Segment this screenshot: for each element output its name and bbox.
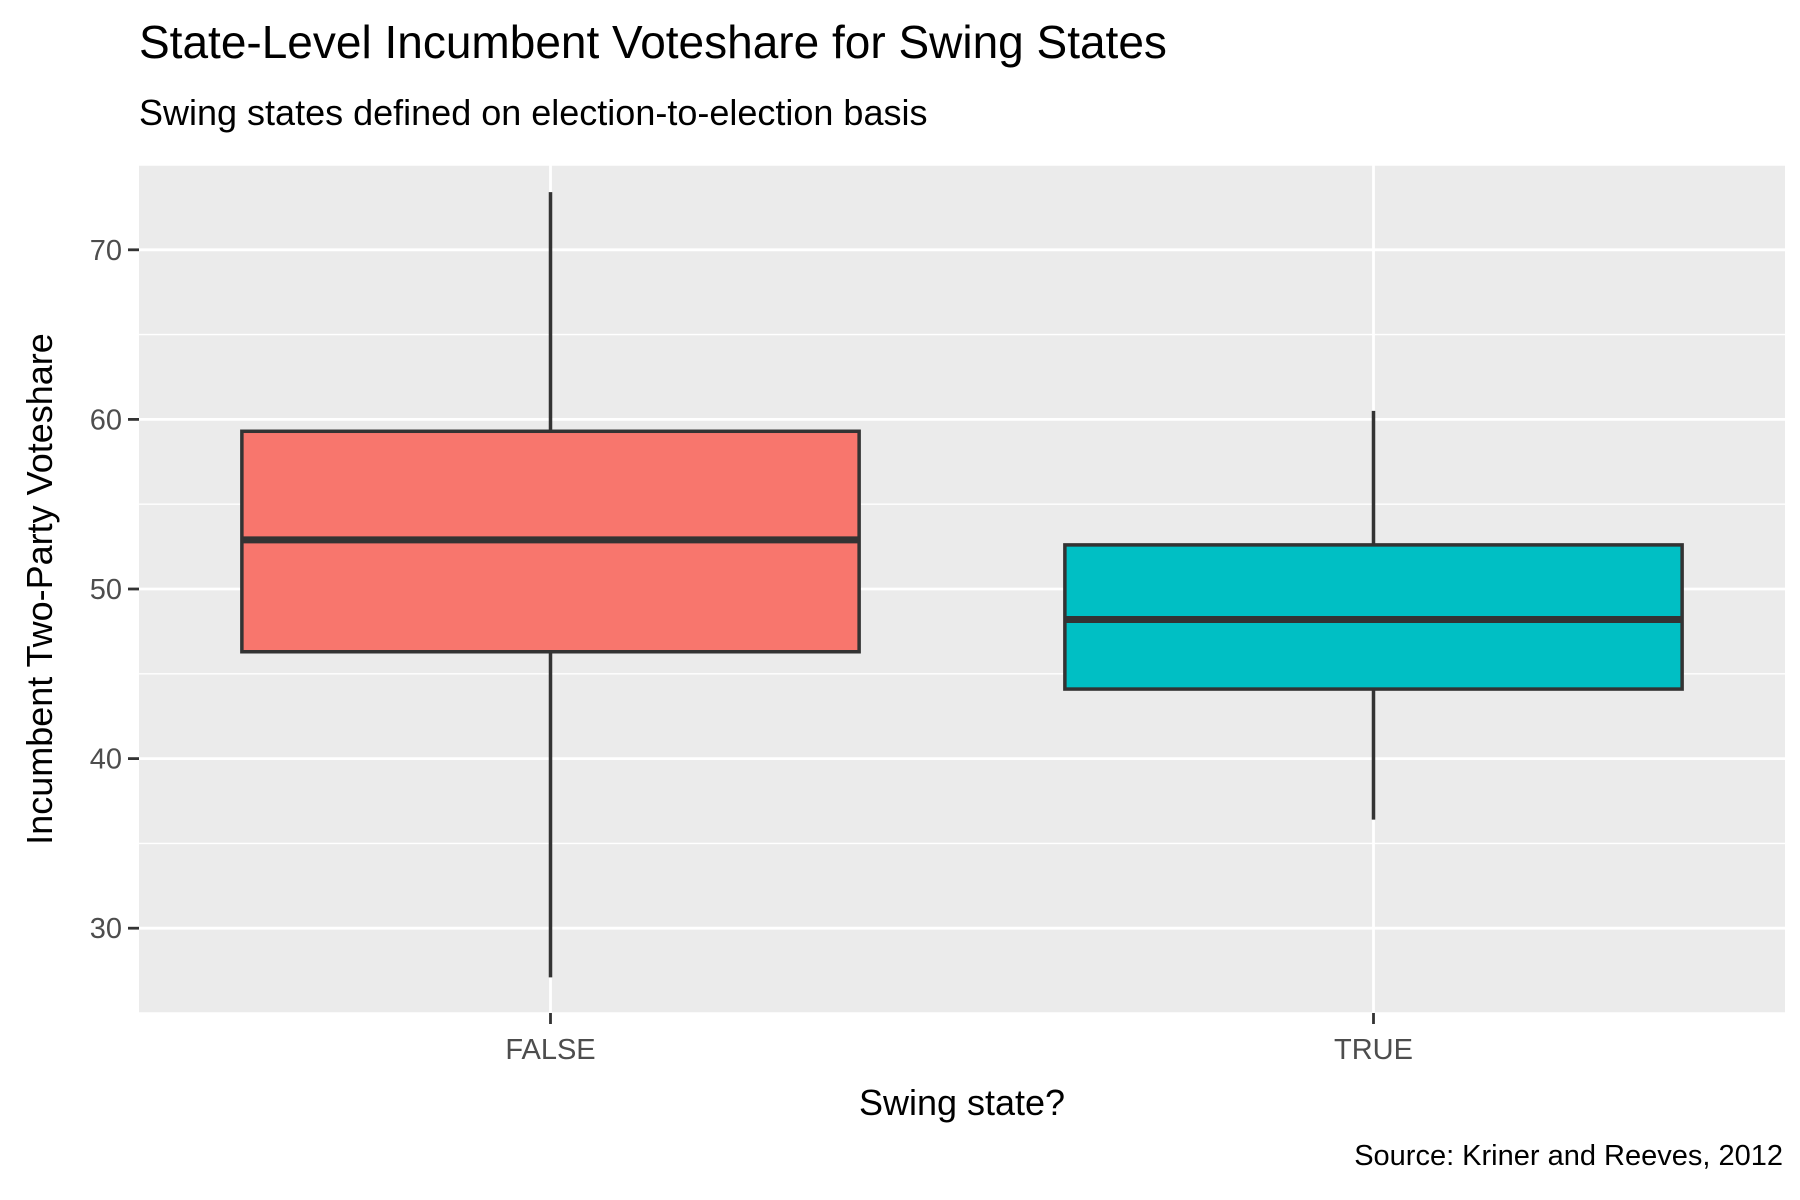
- y-tick-label: 50: [90, 574, 122, 606]
- x-tick-label: TRUE: [1334, 1034, 1413, 1066]
- chart-title: State-Level Incumbent Voteshare for Swin…: [139, 16, 1167, 68]
- chart-caption: Source: Kriner and Reeves, 2012: [1354, 1140, 1783, 1172]
- y-tick-label: 70: [90, 235, 122, 267]
- y-tick-label: 60: [90, 404, 122, 436]
- y-tick-label: 40: [90, 744, 122, 776]
- y-tick-label: 30: [90, 913, 122, 945]
- y-axis-title: Incumbent Two-Party Voteshare: [19, 333, 60, 845]
- x-axis-title: Swing state?: [859, 1082, 1065, 1123]
- x-tick-label: FALSE: [505, 1034, 595, 1066]
- chart-subtitle: Swing states defined on election-to-elec…: [139, 92, 928, 133]
